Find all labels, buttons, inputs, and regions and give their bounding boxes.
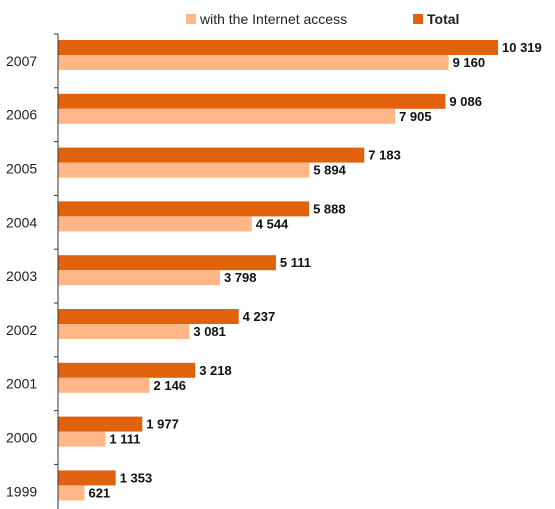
category-label-2005: 2005 — [6, 161, 37, 177]
category-label-2000: 2000 — [6, 430, 37, 446]
legend: with the Internet access Total — [186, 11, 459, 27]
bar-internet-2005 — [58, 162, 310, 178]
data-label-internet-2007: 9 160 — [453, 55, 486, 70]
bar-total-2004 — [58, 201, 310, 217]
data-label-internet-2005: 5 894 — [313, 163, 346, 178]
bar-internet-1999 — [58, 485, 85, 501]
bar-total-2002 — [58, 309, 239, 324]
data-label-total-2001: 3 218 — [199, 363, 232, 378]
category-label-2004: 2004 — [6, 214, 37, 230]
bar-total-2005 — [58, 147, 365, 163]
data-label-internet-2003: 3 798 — [224, 270, 257, 285]
bar-total-2007 — [58, 40, 498, 55]
data-label-total-2007: 10 319 — [502, 40, 542, 55]
bar-total-2003 — [58, 255, 276, 271]
data-label-total-2006: 9 086 — [449, 94, 482, 109]
data-label-internet-2002: 3 081 — [193, 324, 226, 339]
category-label-2007: 2007 — [6, 53, 37, 69]
bar-internet-2006 — [58, 108, 396, 124]
category-label-2003: 2003 — [6, 268, 37, 284]
legend-label-internet: with the Internet access — [199, 11, 347, 27]
data-label-internet-1999: 621 — [88, 485, 110, 500]
legend-swatch-internet — [186, 14, 196, 24]
data-label-total-1999: 1 353 — [120, 470, 153, 485]
data-label-internet-2004: 4 544 — [256, 216, 289, 231]
category-label-2006: 2006 — [6, 107, 37, 123]
category-label-1999: 1999 — [6, 483, 37, 499]
data-label-internet-2006: 7 905 — [399, 109, 432, 124]
bar-total-2000 — [58, 416, 143, 432]
bar-internet-2003 — [58, 270, 220, 286]
data-label-total-2004: 5 888 — [313, 201, 346, 216]
bar-total-2001 — [58, 362, 196, 378]
data-label-total-2005: 7 183 — [368, 148, 401, 163]
data-label-internet-2001: 2 146 — [154, 378, 187, 393]
data-label-internet-2000: 1 111 — [109, 432, 140, 447]
legend-label-total: Total — [427, 11, 459, 27]
category-label-2001: 2001 — [6, 376, 37, 392]
data-label-total-2003: 5 111 — [280, 255, 311, 270]
bar-internet-2002 — [58, 324, 190, 339]
bar-internet-2001 — [58, 377, 150, 393]
bar-internet-2007 — [58, 55, 449, 70]
bar-internet-2004 — [58, 216, 252, 232]
bar-total-1999 — [58, 470, 116, 486]
plot-area: 10 319 9 160 2007 9 086 7 905 2006 7 183 5 894 2… — [6, 33, 542, 509]
bar-internet-2000 — [58, 431, 106, 447]
category-label-2002: 2002 — [6, 322, 37, 338]
bar-total-2006 — [58, 93, 446, 109]
data-label-total-2000: 1 977 — [146, 417, 179, 432]
legend-swatch-total — [413, 14, 423, 24]
data-label-total-2002: 4 237 — [243, 309, 276, 324]
